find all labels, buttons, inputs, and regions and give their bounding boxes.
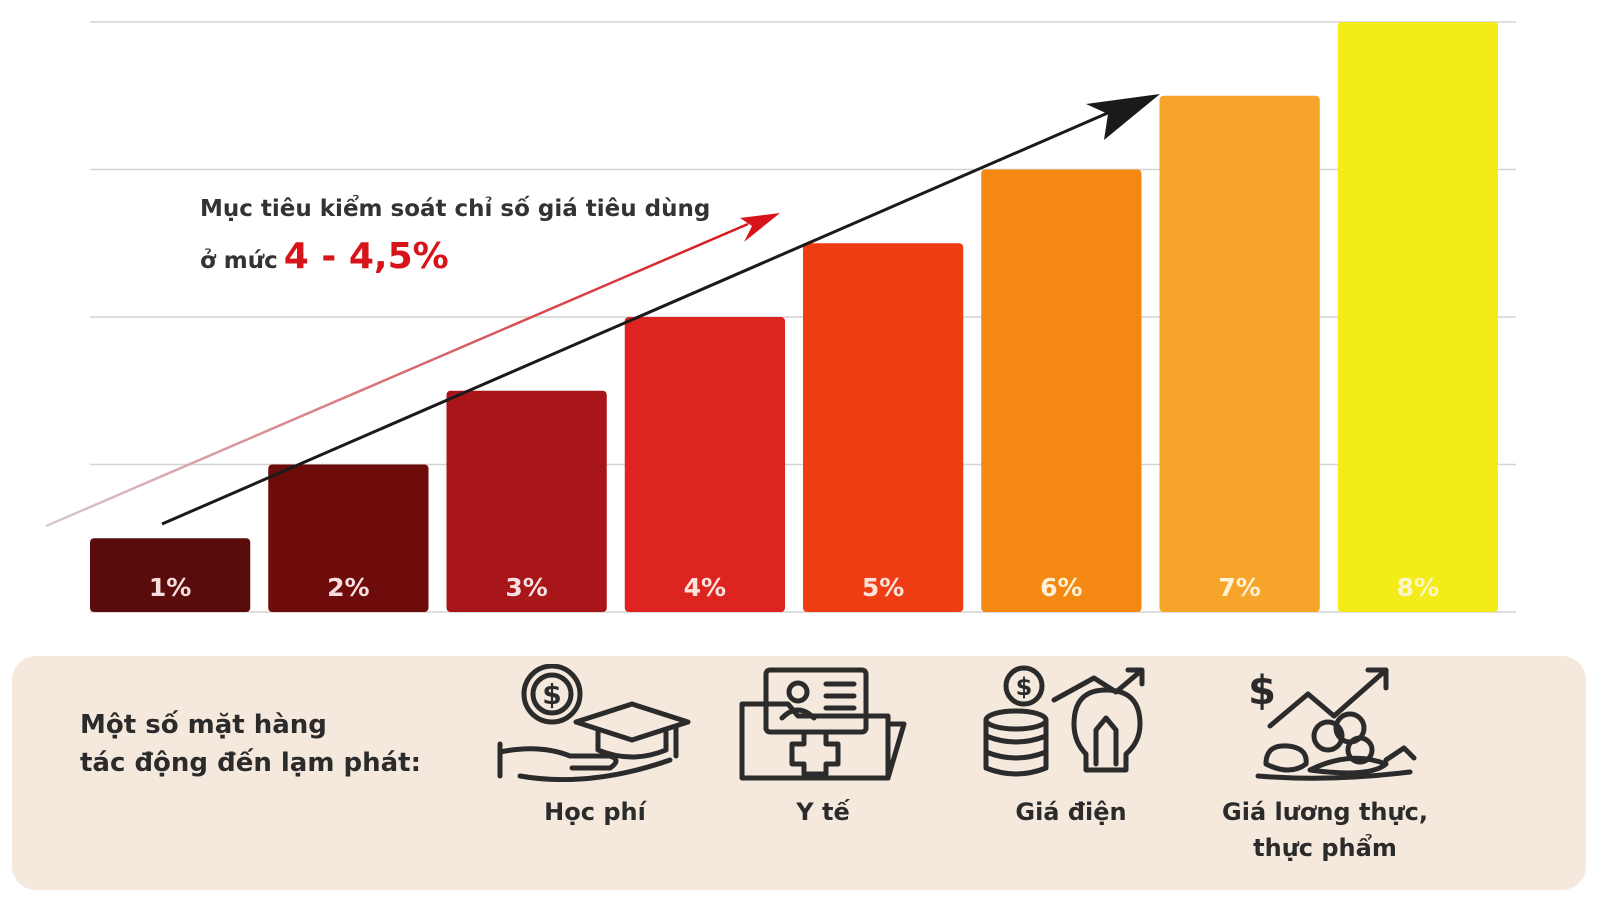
- electricity-price-icon: $: [983, 665, 1145, 777]
- bar-label: 2%: [327, 573, 369, 602]
- healthcare-icon: [739, 667, 907, 781]
- item-label-tuition: Học phí: [544, 798, 646, 826]
- black-arrow-head: [1086, 94, 1160, 140]
- tuition-icon: $: [497, 664, 691, 782]
- svg-text:$: $: [542, 678, 561, 711]
- annotation-prefix: ở mức: [200, 248, 278, 274]
- red-trend-arrow: [45, 222, 749, 528]
- bar-label: 7%: [1218, 573, 1260, 602]
- svg-text:$: $: [1016, 673, 1033, 701]
- bar: [268, 464, 429, 612]
- bar: [1337, 22, 1498, 612]
- bar: [803, 243, 964, 612]
- bar-label: 3%: [505, 573, 547, 602]
- bar-label: 4%: [684, 573, 726, 602]
- panel-title: Một số mặt hàng tác động đến lạm phát:: [80, 706, 421, 782]
- inflation-items-panel: Một số mặt hàng tác động đến lạm phát: $…: [12, 656, 1586, 890]
- food-price-icon: $: [1248, 667, 1417, 781]
- bar-label: 5%: [862, 573, 904, 602]
- trend-arrows: [45, 94, 1160, 528]
- svg-text:$: $: [1248, 668, 1276, 714]
- chart-bars: 1% 2% 3% 4% 5% 6% 7% 8%: [90, 22, 1498, 612]
- panel-title-line2: tác động đến lạm phát:: [80, 748, 421, 778]
- bar: [446, 390, 607, 612]
- bar-label: 6%: [1040, 573, 1082, 602]
- bar-label: 8%: [1397, 573, 1439, 602]
- item-label-food: Giá lương thực, thực phẩm: [1210, 794, 1440, 866]
- annotation-line1: Mục tiêu kiểm soát chỉ số giá tiêu dùng: [200, 196, 711, 222]
- black-trend-arrow: [161, 110, 1111, 526]
- bar: [90, 538, 251, 612]
- item-healthcare: Y tế: [708, 656, 938, 890]
- bar-chart: 1% 2% 3% 4% 5% 6% 7% 8%: [45, 21, 1516, 613]
- item-label-food-line2: thực phẩm: [1253, 834, 1397, 862]
- item-tuition: $ Học phí: [480, 656, 710, 890]
- item-label-electricity: Giá điện: [1015, 798, 1127, 826]
- bar: [981, 169, 1142, 612]
- annotation-highlight: 4 - 4,5%: [283, 236, 449, 277]
- item-label-food-line1: Giá lương thực,: [1222, 798, 1428, 826]
- item-food: $ Giá lương thực, thực phẩm: [1210, 656, 1440, 890]
- target-annotation: Mục tiêu kiểm soát chỉ số giá tiêu dùng …: [200, 196, 710, 277]
- panel-title-line1: Một số mặt hàng: [80, 710, 327, 740]
- annotation-line2: ở mức 4 - 4,5%: [200, 236, 710, 277]
- bar-label: 1%: [149, 573, 191, 602]
- item-label-healthcare: Y tế: [796, 798, 850, 826]
- red-arrow-head: [740, 213, 780, 242]
- bar: [1159, 95, 1320, 612]
- bar: [624, 317, 785, 612]
- item-electricity: $ Giá điện: [956, 656, 1186, 890]
